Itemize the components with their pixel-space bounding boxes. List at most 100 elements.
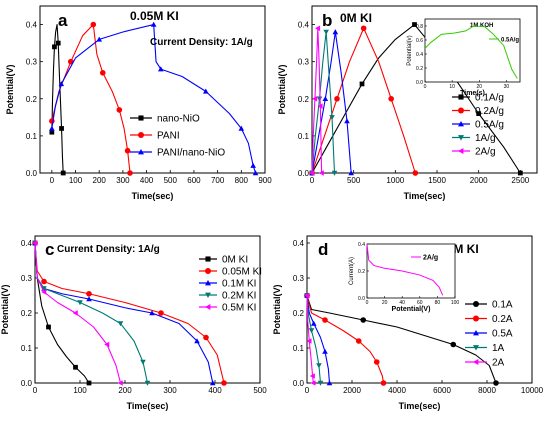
data-point <box>306 338 312 344</box>
data-point <box>322 95 329 102</box>
data-point <box>360 25 367 32</box>
inset-y-tick-label: 0.4 <box>358 242 365 248</box>
data-point <box>49 129 55 135</box>
data-point <box>116 107 123 113</box>
data-point <box>334 95 340 102</box>
data-point <box>316 96 323 102</box>
data-point <box>104 341 110 348</box>
data-point <box>117 380 123 386</box>
panel-title: 0.05M KI <box>130 9 179 23</box>
legend-marker <box>473 345 479 351</box>
y-tick-label: 0.4 <box>298 21 310 30</box>
x-tick-label: 4000 <box>388 386 406 395</box>
data-point <box>329 115 335 121</box>
legend: 0.1A/g 0.2A/g 0.5A/g 1A/g 2A/g <box>452 93 504 158</box>
y-axis-label: Potential(V) <box>5 64 15 114</box>
data-point <box>52 44 57 50</box>
x-tick-label: 100 <box>73 386 87 395</box>
data-point <box>59 126 64 131</box>
series-2a-g <box>309 25 324 176</box>
legend-label: 0.5M KI <box>222 303 256 314</box>
inset-y-tick-label: 0.2 <box>358 269 365 275</box>
legend-marker <box>205 280 211 286</box>
legend-marker <box>458 135 464 141</box>
y-tick-label: 0.3 <box>26 58 38 67</box>
data-point <box>41 289 47 295</box>
legend-label: 0.2A/g <box>475 106 504 117</box>
data-point <box>310 380 316 386</box>
data-point <box>209 380 216 386</box>
y-tick-label: 0.2 <box>26 95 38 104</box>
legend: nano-NiO PANI PANI/nano-NiO <box>130 114 225 159</box>
data-point <box>41 286 47 292</box>
data-point <box>124 147 131 154</box>
series-0-2a <box>304 292 387 386</box>
x-tick-label: 400 <box>140 176 154 185</box>
y-tick-label: 0.0 <box>26 169 38 178</box>
data-point <box>149 310 155 316</box>
data-point <box>55 40 61 46</box>
panel-label: d <box>318 240 328 259</box>
data-point <box>86 380 92 386</box>
series-line <box>51 24 64 174</box>
x-axis-label: Time(sec) <box>404 191 446 201</box>
legend-label: 1A/g <box>475 133 496 144</box>
series-line <box>34 242 90 384</box>
data-point <box>77 300 83 306</box>
inset-y-tick-label: 0.0 <box>416 80 423 86</box>
series-line <box>34 242 122 384</box>
y-tick-label: 0.1 <box>26 132 38 141</box>
series-0-1m-ki <box>32 240 216 386</box>
legend-label: 0.1A <box>492 300 513 311</box>
inset-legend-label: 2A/g <box>423 255 438 262</box>
series-line <box>306 295 385 384</box>
y-tick-label: 0.0 <box>298 169 310 178</box>
legend-label: PANI <box>157 131 180 142</box>
data-point <box>331 170 338 176</box>
legend-marker <box>473 330 479 336</box>
annotation: Current Density: 1A/g <box>150 37 253 48</box>
x-tick-label: 0 <box>33 386 38 395</box>
data-point <box>380 380 387 386</box>
legend-marker <box>138 149 144 155</box>
legend-marker <box>205 268 211 274</box>
data-point <box>517 170 523 176</box>
y-axis-label: Potential(V) <box>277 64 287 114</box>
series-0-5m-ki <box>32 240 123 386</box>
legend-label: nano-NiO <box>157 114 200 125</box>
x-tick-label: 2500 <box>511 176 529 185</box>
data-point <box>86 296 92 302</box>
data-point <box>476 111 482 117</box>
data-point <box>238 125 245 131</box>
legend-label: 2A/g <box>475 147 496 158</box>
series-line <box>34 242 214 384</box>
panel-a: 0 100 200 300 400 500 600 700 800 900 0.0 0.1 0.2 0.3… <box>5 5 272 201</box>
inset-x-tick-label: 0 <box>366 300 369 306</box>
data-point <box>73 364 78 370</box>
inset-title: 1M KOH <box>470 23 493 29</box>
panel-label: b <box>322 11 332 30</box>
x-tick-label: 1000 <box>386 176 404 185</box>
data-point <box>310 320 317 326</box>
legend-marker <box>138 132 144 138</box>
x-tick-label: 200 <box>93 176 107 185</box>
series-line <box>311 24 521 174</box>
y-axis-label: Potential(V) <box>0 284 10 334</box>
inset-x-tick-label: 20 <box>477 84 483 90</box>
inset-x-tick-label: 20 <box>382 300 388 306</box>
panel-c: 0 100 200 300 400 500 0.0 0.1 0.2 0.3 0.4 Time(sec)… <box>0 235 267 411</box>
inset-x-tick-label: 30 <box>504 84 510 90</box>
inset-frame <box>366 243 456 299</box>
inset-x-axis-label: Potential(V) <box>392 306 431 313</box>
data-point <box>412 170 419 176</box>
data-point <box>373 359 380 365</box>
series-pani-nano-nio <box>49 21 259 176</box>
data-point <box>304 292 310 299</box>
inset-x-tick-label: 0 <box>424 84 427 90</box>
y-tick-label: 0.3 <box>293 274 305 283</box>
inset-x-tick-label: 10 <box>449 84 455 90</box>
data-point <box>322 348 328 354</box>
panel-title: 0M KI <box>340 11 372 25</box>
data-point <box>41 278 47 285</box>
data-point <box>202 88 209 94</box>
